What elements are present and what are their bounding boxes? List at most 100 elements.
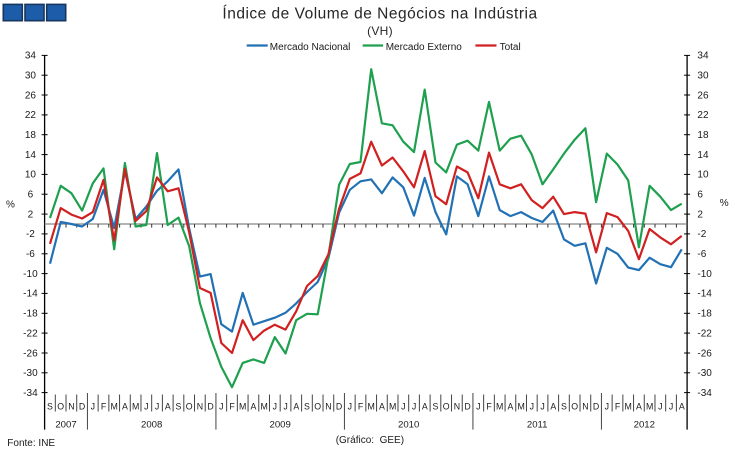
svg-text:S: S bbox=[304, 402, 310, 412]
svg-text:J: J bbox=[401, 402, 405, 412]
svg-text:J: J bbox=[155, 402, 159, 412]
svg-text:18: 18 bbox=[697, 130, 709, 141]
svg-text:M: M bbox=[517, 402, 524, 412]
svg-text:M: M bbox=[368, 402, 375, 412]
svg-text:S: S bbox=[47, 402, 53, 412]
svg-text:M: M bbox=[132, 402, 139, 412]
svg-text:S: S bbox=[433, 402, 439, 412]
svg-text:-34: -34 bbox=[697, 388, 712, 399]
svg-text:-6: -6 bbox=[697, 249, 706, 260]
svg-text:34: 34 bbox=[697, 51, 709, 62]
svg-text:2007: 2007 bbox=[55, 419, 76, 430]
svg-text:14: 14 bbox=[25, 150, 37, 161]
svg-text:J: J bbox=[658, 402, 662, 412]
svg-text:%: % bbox=[6, 199, 15, 210]
svg-text:D: D bbox=[593, 402, 599, 412]
svg-text:N: N bbox=[454, 402, 460, 412]
svg-text:J: J bbox=[412, 402, 416, 412]
svg-text:A: A bbox=[293, 402, 299, 412]
svg-text:M: M bbox=[239, 402, 246, 412]
svg-text:J: J bbox=[91, 402, 95, 412]
svg-text:-2: -2 bbox=[26, 229, 35, 240]
svg-text:-14: -14 bbox=[697, 289, 712, 300]
svg-text:26: 26 bbox=[25, 90, 37, 101]
svg-text:M: M bbox=[625, 402, 632, 412]
svg-text:A: A bbox=[679, 402, 685, 412]
svg-text:-34: -34 bbox=[23, 388, 38, 399]
svg-text:A: A bbox=[250, 402, 256, 412]
svg-text:-10: -10 bbox=[23, 269, 38, 280]
svg-text:J: J bbox=[476, 402, 480, 412]
svg-text:26: 26 bbox=[697, 90, 709, 101]
svg-text:N: N bbox=[582, 402, 588, 412]
svg-text:A: A bbox=[636, 402, 642, 412]
svg-text:D: D bbox=[79, 402, 85, 412]
svg-text:-18: -18 bbox=[697, 309, 712, 320]
svg-text:Índice de Volume de Negócios n: Índice de Volume de Negócios na Indústri… bbox=[222, 6, 537, 23]
svg-text:A: A bbox=[122, 402, 128, 412]
svg-text:-18: -18 bbox=[23, 309, 38, 320]
svg-text:M: M bbox=[496, 402, 503, 412]
svg-text:O: O bbox=[443, 402, 450, 412]
svg-text:D: D bbox=[336, 402, 342, 412]
svg-text:22: 22 bbox=[25, 110, 37, 121]
svg-text:J: J bbox=[283, 402, 287, 412]
svg-text:34: 34 bbox=[25, 51, 37, 62]
svg-text:2008: 2008 bbox=[141, 419, 162, 430]
svg-text:Mercado Externo: Mercado Externo bbox=[386, 42, 463, 53]
svg-text:M: M bbox=[646, 402, 653, 412]
svg-text:2: 2 bbox=[697, 209, 703, 220]
svg-text:F: F bbox=[615, 402, 621, 412]
svg-text:J: J bbox=[530, 402, 534, 412]
svg-text:-26: -26 bbox=[697, 348, 712, 359]
svg-text:D: D bbox=[464, 402, 470, 412]
svg-text:J: J bbox=[273, 402, 277, 412]
svg-text:22: 22 bbox=[697, 110, 709, 121]
svg-text:N: N bbox=[325, 402, 331, 412]
svg-text:2011: 2011 bbox=[527, 419, 548, 430]
svg-text:2009: 2009 bbox=[270, 419, 291, 430]
svg-text:30: 30 bbox=[697, 71, 709, 82]
svg-text:2012: 2012 bbox=[634, 419, 655, 430]
svg-text:(Gráfico: GEE): (Gráfico: GEE) bbox=[336, 435, 404, 446]
svg-text:-6: -6 bbox=[26, 249, 35, 260]
svg-text:O: O bbox=[314, 402, 321, 412]
svg-text:-30: -30 bbox=[23, 368, 38, 379]
svg-text:M: M bbox=[111, 402, 118, 412]
svg-text:O: O bbox=[186, 402, 193, 412]
svg-text:10: 10 bbox=[697, 170, 709, 181]
svg-text:A: A bbox=[550, 402, 556, 412]
svg-text:-26: -26 bbox=[23, 348, 38, 359]
svg-text:-2: -2 bbox=[697, 229, 706, 240]
svg-text:A: A bbox=[507, 402, 513, 412]
svg-text:A: A bbox=[379, 402, 385, 412]
svg-text:N: N bbox=[68, 402, 74, 412]
svg-text:6: 6 bbox=[28, 190, 34, 201]
svg-text:30: 30 bbox=[25, 71, 37, 82]
svg-text:A: A bbox=[422, 402, 428, 412]
svg-text:J: J bbox=[605, 402, 609, 412]
svg-text:Total: Total bbox=[500, 42, 521, 53]
svg-text:-14: -14 bbox=[23, 289, 38, 300]
svg-text:D: D bbox=[207, 402, 213, 412]
svg-text:O: O bbox=[571, 402, 578, 412]
svg-text:2010: 2010 bbox=[398, 419, 419, 430]
svg-text:S: S bbox=[176, 402, 182, 412]
svg-text:2: 2 bbox=[28, 209, 34, 220]
svg-text:6: 6 bbox=[697, 190, 703, 201]
svg-text:Fonte: INE: Fonte: INE bbox=[7, 438, 55, 449]
svg-text:J: J bbox=[669, 402, 673, 412]
svg-text:A: A bbox=[165, 402, 171, 412]
svg-text:14: 14 bbox=[697, 150, 709, 161]
svg-text:%: % bbox=[720, 198, 729, 209]
svg-text:M: M bbox=[389, 402, 396, 412]
svg-text:-10: -10 bbox=[697, 269, 712, 280]
svg-text:-22: -22 bbox=[697, 328, 712, 339]
svg-text:-30: -30 bbox=[697, 368, 712, 379]
svg-text:J: J bbox=[219, 402, 223, 412]
svg-text:N: N bbox=[197, 402, 203, 412]
svg-text:M: M bbox=[260, 402, 267, 412]
svg-text:F: F bbox=[229, 402, 235, 412]
svg-text:F: F bbox=[101, 402, 107, 412]
svg-text:(VH): (VH) bbox=[367, 24, 393, 38]
